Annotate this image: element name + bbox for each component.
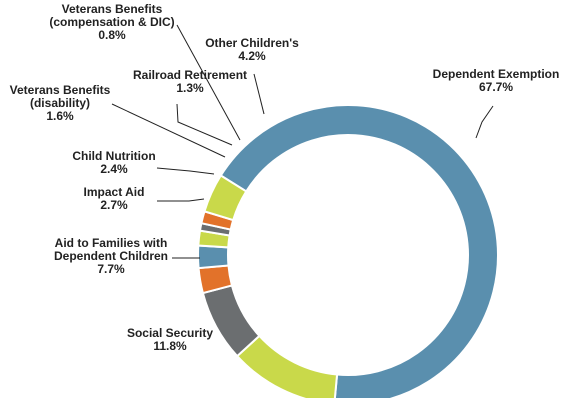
slice-4 [197, 244, 230, 270]
leader-line-3 [157, 198, 205, 202]
slice-name-2-line-1: Dependent Children [54, 249, 168, 263]
leader-line-0 [475, 105, 494, 139]
slice-name-5-line-0: Veterans Benefits [10, 83, 111, 97]
leader-line-5 [111, 103, 226, 158]
slice-label-1: Social Security 11.8% [127, 326, 213, 353]
slice-name-6-line-1: (compensation & DIC) [49, 15, 174, 29]
leader-line-8 [253, 73, 265, 115]
slice-0 [219, 104, 499, 398]
slice-name-7-line-0: Railroad Retirement [133, 68, 247, 82]
leader-line-6 [176, 24, 241, 141]
slice-value-2: 7.7% [97, 262, 125, 276]
slice-8 [203, 174, 248, 222]
slice-value-4: 2.4% [100, 162, 128, 176]
slice-label-8: Other Children's 4.2% [205, 36, 299, 63]
slice-label-2: Aid to Families with Dependent Children 7.… [54, 236, 168, 276]
slices-group [197, 104, 499, 398]
slice-value-6: 0.8% [98, 28, 126, 42]
slice-value-3: 2.7% [100, 198, 128, 212]
slice-name-6-line-0: Veterans Benefits [62, 2, 163, 16]
slice-label-0: Dependent Exemption 67.7% [433, 67, 560, 94]
slice-value-7: 1.3% [176, 81, 204, 95]
slice-name-5-line-1: (disability) [30, 96, 90, 110]
slice-name-0-line-0: Dependent Exemption [433, 67, 560, 81]
slice-label-4: Child Nutrition 2.4% [72, 149, 155, 176]
slice-label-5: Veterans Benefits (disability) 1.6% [10, 83, 111, 123]
slice-1 [235, 334, 339, 398]
slice-value-0: 67.7% [479, 80, 513, 94]
slice-label-3: Impact Aid 2.7% [84, 185, 145, 212]
slice-label-7: Railroad Retirement 1.3% [133, 68, 247, 95]
slice-name-4-line-0: Child Nutrition [72, 149, 155, 163]
labels-group: Dependent Exemption 67.7%Social Security 1… [10, 2, 560, 353]
slice-name-8-line-0: Other Children's [205, 36, 299, 50]
slice-value-5: 1.6% [46, 109, 74, 123]
slice-value-1: 11.8% [153, 339, 187, 353]
slice-name-3-line-0: Impact Aid [84, 185, 145, 199]
slice-name-2-line-0: Aid to Families with [55, 236, 168, 250]
slice-name-1-line-0: Social Security [127, 326, 213, 340]
slice-label-6: Veterans Benefits (compensation & DIC) 0.8… [49, 2, 174, 42]
leader-lines-group [111, 24, 494, 259]
slice-value-8: 4.2% [238, 49, 266, 63]
leader-line-7 [176, 103, 233, 146]
leader-line-4 [156, 167, 215, 175]
